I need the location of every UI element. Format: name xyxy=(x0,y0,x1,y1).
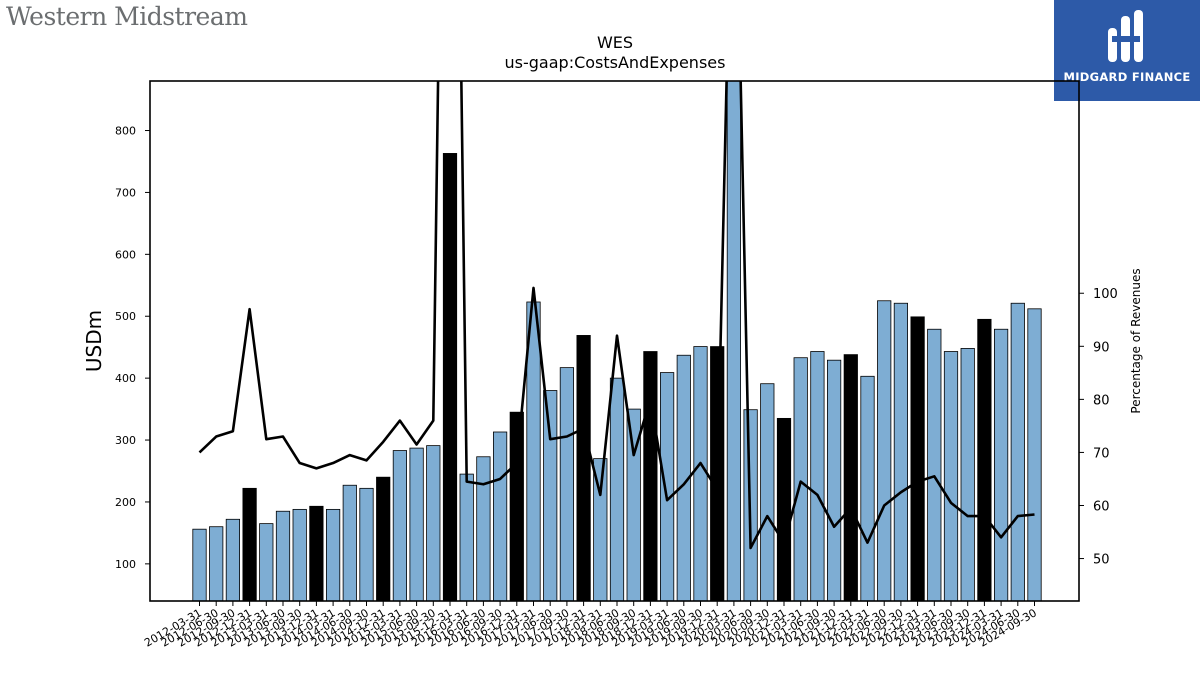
bar xyxy=(994,328,1009,601)
bar xyxy=(827,359,842,601)
bar xyxy=(810,351,825,601)
bar xyxy=(509,411,524,601)
y2-tick-label: 60 xyxy=(1093,499,1110,514)
bar xyxy=(209,526,224,601)
bar xyxy=(442,153,458,601)
bar xyxy=(910,316,925,601)
bar xyxy=(309,505,324,601)
bar xyxy=(559,367,575,601)
brand-mark-icon xyxy=(1108,10,1143,62)
y-tick-label: 400 xyxy=(115,372,136,385)
y2-tick-label: 80 xyxy=(1093,393,1110,408)
bar xyxy=(275,510,291,601)
y2-tick-label: 70 xyxy=(1093,446,1110,461)
bar xyxy=(376,476,391,601)
bar xyxy=(943,351,959,601)
y2-tick-label: 50 xyxy=(1093,553,1110,568)
plot-frame xyxy=(149,80,1080,602)
bar xyxy=(776,417,792,601)
y2-tick-label: 100 xyxy=(1093,287,1118,302)
bar xyxy=(893,302,909,601)
bar xyxy=(793,357,808,601)
bar xyxy=(860,375,875,601)
bar xyxy=(726,81,742,601)
bar xyxy=(927,328,942,601)
bar xyxy=(325,508,341,601)
bar xyxy=(526,301,541,601)
bar xyxy=(977,318,992,601)
bar xyxy=(626,408,641,601)
bar xyxy=(543,390,558,601)
bar xyxy=(643,351,658,601)
y-tick-label: 600 xyxy=(115,248,136,261)
y-tick-label: 800 xyxy=(115,125,136,138)
y2-axis-label: Percentage of Revenues xyxy=(1129,268,1143,413)
bar xyxy=(225,518,240,601)
brand-name: MIDGARD FINANCE xyxy=(1063,70,1191,84)
y-tick-label: 500 xyxy=(115,310,136,323)
y-tick-label: 100 xyxy=(115,558,136,571)
bar xyxy=(392,450,408,601)
y-tick-label: 300 xyxy=(115,434,136,447)
y2-tick-label: 90 xyxy=(1093,340,1110,355)
bar xyxy=(1010,302,1025,601)
bar xyxy=(409,447,424,601)
bar xyxy=(760,383,775,601)
bar xyxy=(292,508,307,601)
bar xyxy=(259,523,274,601)
bar xyxy=(459,473,474,601)
bar xyxy=(342,484,357,601)
company-logo: Western Midstream xyxy=(6,2,248,31)
percentage-line-series xyxy=(198,81,1035,550)
bar xyxy=(242,487,257,601)
bar xyxy=(426,445,441,601)
bar xyxy=(960,348,975,601)
bar xyxy=(359,487,374,601)
y-axis-label: USDm xyxy=(82,310,106,372)
y-tick-label: 700 xyxy=(115,186,136,199)
chart-title: WES xyxy=(596,33,634,52)
percentage-line xyxy=(198,81,1035,550)
bar xyxy=(476,456,491,601)
company-logo-text: Western Midstream xyxy=(6,2,248,31)
bar xyxy=(492,431,508,601)
bar-series xyxy=(192,81,1042,601)
bar xyxy=(660,372,675,601)
bar xyxy=(576,335,591,601)
y-tick-label: 200 xyxy=(115,496,136,509)
bar xyxy=(1027,308,1042,601)
chart-subtitle: us-gaap:CostsAndExpenses xyxy=(504,53,726,72)
bar xyxy=(593,458,608,601)
bar xyxy=(693,346,708,601)
bar xyxy=(843,354,858,601)
bar xyxy=(192,528,207,601)
bar xyxy=(877,300,892,601)
bar xyxy=(609,377,625,601)
